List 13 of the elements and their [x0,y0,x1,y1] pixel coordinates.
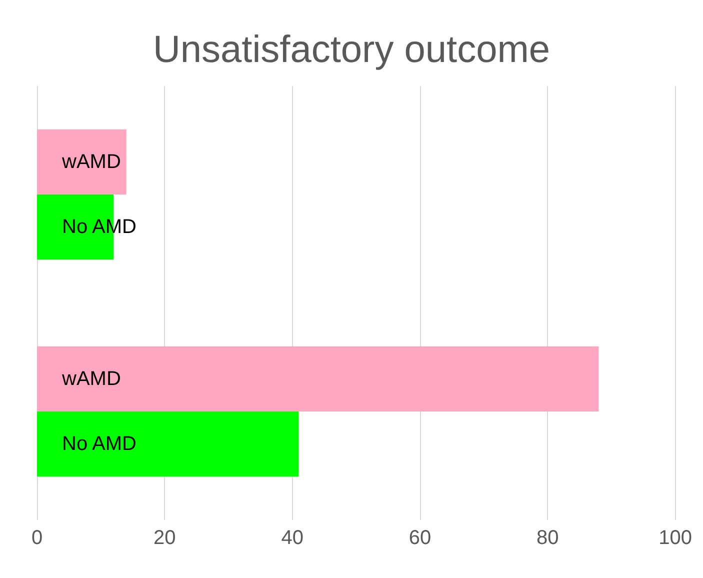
text: wAMD [62,368,121,390]
x-tick-label: 20 [154,527,176,549]
text: No AMD [62,433,136,456]
x-tick-label: 0 [31,527,43,549]
x-tick-label: 100 [658,527,692,549]
bar [37,346,599,412]
x-tick-label: 60 [408,527,432,549]
x-tick-label: 40 [281,527,304,549]
x-tick-label: 80 [536,527,559,549]
series-label: wAMD [61,150,121,173]
bar [37,412,299,477]
bar [37,129,126,194]
chart-title: Unsatisfactory outcome [152,29,550,71]
